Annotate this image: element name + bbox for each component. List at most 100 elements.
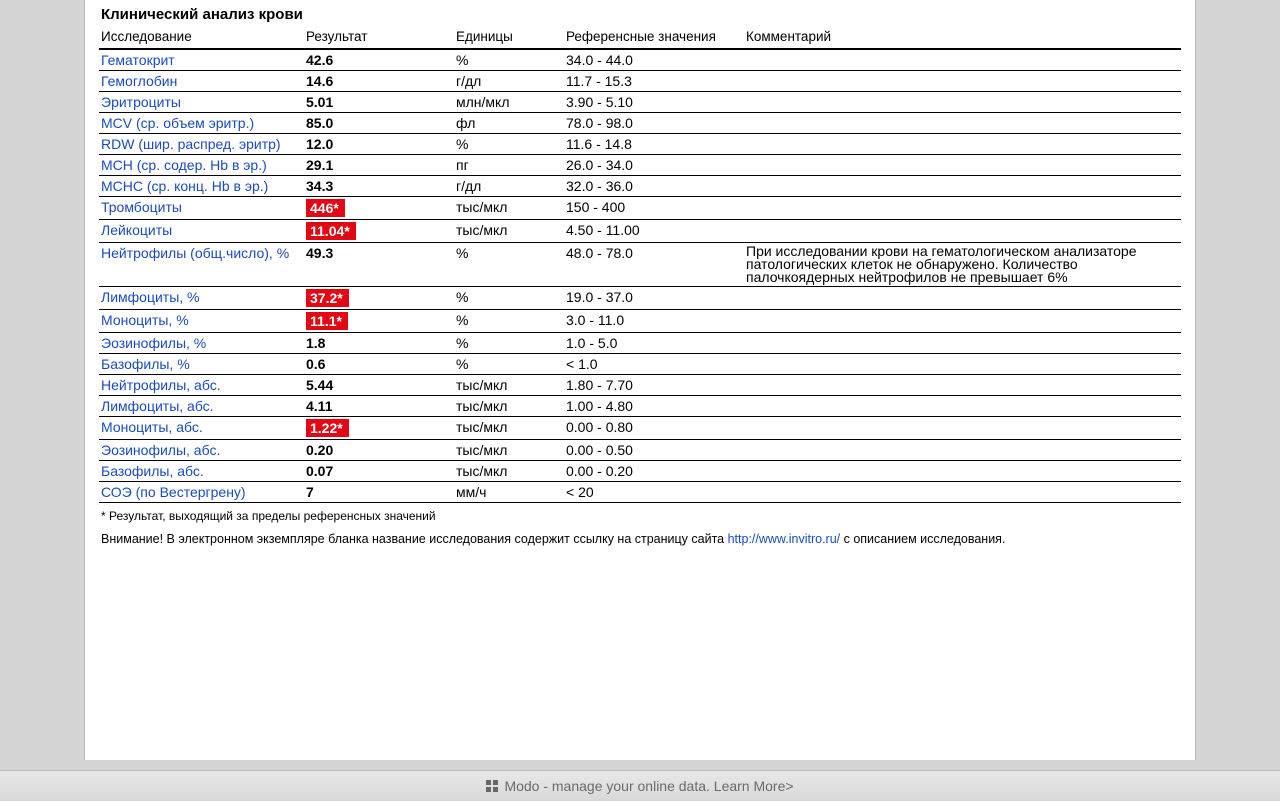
test-name-link[interactable]: MCH (ср. содер. Hb в эр.) — [101, 157, 267, 173]
qr-icon — [486, 780, 498, 792]
units-cell: пг — [454, 155, 564, 176]
table-row: Лимфоциты, абс.4.11тыс/мкл1.00 - 4.80 — [99, 396, 1181, 417]
units-cell: тыс/мкл — [454, 375, 564, 396]
comment-cell — [744, 71, 1181, 92]
test-name-link[interactable]: RDW (шир. распред. эритр) — [101, 136, 281, 152]
col-header-units: Единицы — [454, 27, 564, 49]
result-value: 14.6 — [306, 73, 333, 89]
result-value: 7 — [306, 484, 314, 500]
warning-pre: Внимание! В электронном экземпляре бланк… — [101, 532, 728, 546]
result-value: 5.44 — [306, 377, 333, 393]
bottom-ad-bar[interactable]: Modo - manage your online data. Learn Mo… — [0, 770, 1280, 800]
test-name-link[interactable]: Базофилы, абс. — [101, 463, 204, 479]
footnote-text: * Результат, выходящий за пределы рефере… — [99, 503, 1181, 523]
comment-cell — [744, 176, 1181, 197]
document-page: Клинический анализ крови Исследование Ре… — [84, 0, 1196, 760]
comment-cell — [744, 375, 1181, 396]
reference-cell: 34.0 - 44.0 — [564, 49, 744, 71]
reference-cell: 150 - 400 — [564, 197, 744, 220]
comment-cell — [744, 197, 1181, 220]
table-row: Гемоглобин14.6г/дл11.7 - 15.3 — [99, 71, 1181, 92]
test-name-link[interactable]: MCHC (ср. конц. Hb в эр.) — [101, 178, 268, 194]
col-header-result: Результат — [304, 27, 454, 49]
results-table: Исследование Результат Единицы Референсн… — [99, 27, 1181, 503]
table-row: Тромбоциты446*тыс/мкл150 - 400 — [99, 197, 1181, 220]
comment-cell — [744, 417, 1181, 440]
test-name-link[interactable]: Эритроциты — [101, 94, 181, 110]
reference-cell: 32.0 - 36.0 — [564, 176, 744, 197]
result-value: 85.0 — [306, 115, 333, 131]
table-row: Базофилы, %0.6%< 1.0 — [99, 354, 1181, 375]
units-cell: тыс/мкл — [454, 197, 564, 220]
table-row: Гематокрит 42.6%34.0 - 44.0 — [99, 49, 1181, 71]
test-name-link[interactable]: Моноциты, % — [101, 312, 189, 328]
comment-cell — [744, 310, 1181, 333]
units-cell: мм/ч — [454, 482, 564, 503]
reference-cell: 0.00 - 0.20 — [564, 461, 744, 482]
table-row: Эозинофилы, %1.8%1.0 - 5.0 — [99, 333, 1181, 354]
units-cell: г/дл — [454, 71, 564, 92]
reference-cell: 0.00 - 0.80 — [564, 417, 744, 440]
result-value: 42.6 — [306, 52, 333, 68]
units-cell: тыс/мкл — [454, 440, 564, 461]
comment-cell — [744, 155, 1181, 176]
units-cell: тыс/мкл — [454, 461, 564, 482]
test-name-link[interactable]: Лимфоциты, абс. — [101, 398, 214, 414]
reference-cell: 78.0 - 98.0 — [564, 113, 744, 134]
test-name-link[interactable]: Нейтрофилы, абс. — [101, 377, 221, 393]
reference-cell: < 20 — [564, 482, 744, 503]
comment-cell: При исследовании крови на гематологическ… — [744, 243, 1181, 287]
units-cell: % — [454, 287, 564, 310]
test-name-link[interactable]: СОЭ (по Вестергрену) — [101, 484, 246, 500]
reference-cell: 48.0 - 78.0 — [564, 243, 744, 287]
result-value: 4.11 — [306, 398, 332, 414]
warning-post: с описанием исследования. — [840, 532, 1005, 546]
units-cell: г/дл — [454, 176, 564, 197]
comment-cell — [744, 49, 1181, 71]
table-header-row: Исследование Результат Единицы Референсн… — [99, 27, 1181, 49]
result-value: 34.3 — [306, 178, 333, 194]
result-value: 11.1* — [306, 312, 348, 330]
comment-cell — [744, 440, 1181, 461]
test-name-link[interactable]: Базофилы, % — [101, 356, 190, 372]
reference-cell: 1.0 - 5.0 — [564, 333, 744, 354]
reference-cell: 1.00 - 4.80 — [564, 396, 744, 417]
document-title: Клинический анализ крови — [99, 4, 1181, 27]
bottom-bar-text: Modo - manage your online data. Learn Mo… — [504, 778, 793, 794]
table-row: Эозинофилы, абс.0.20тыс/мкл0.00 - 0.50 — [99, 440, 1181, 461]
test-name-link[interactable]: Моноциты, абс. — [101, 419, 203, 435]
test-name-link[interactable]: MCV (ср. объем эритр.) — [101, 115, 254, 131]
table-row: Лейкоциты11.04*тыс/мкл4.50 - 11.00 — [99, 220, 1181, 243]
test-name-link[interactable]: Лимфоциты, % — [101, 289, 199, 305]
result-value: 1.22* — [306, 419, 349, 437]
table-row: RDW (шир. распред. эритр)12.0%11.6 - 14.… — [99, 134, 1181, 155]
test-name-link[interactable]: Нейтрофилы (общ.число), % — [101, 245, 289, 261]
comment-cell — [744, 333, 1181, 354]
units-cell: тыс/мкл — [454, 417, 564, 440]
test-name-link[interactable]: Тромбоциты — [101, 199, 182, 215]
units-cell: фл — [454, 113, 564, 134]
result-value: 12.0 — [306, 136, 333, 152]
comment-cell — [744, 220, 1181, 243]
table-row: MCHC (ср. конц. Hb в эр.) 34.3 г/дл32.0 - … — [99, 176, 1181, 197]
reference-cell: 4.50 - 11.00 — [564, 220, 744, 243]
reference-cell: < 1.0 — [564, 354, 744, 375]
comment-cell — [744, 354, 1181, 375]
units-cell: млн/мкл — [454, 92, 564, 113]
test-name-link[interactable]: Эозинофилы, абс. — [101, 442, 220, 458]
test-name-link[interactable]: Гемоглобин — [101, 73, 177, 89]
units-cell: % — [454, 49, 564, 71]
reference-cell: 3.0 - 11.0 — [564, 310, 744, 333]
comment-cell — [744, 113, 1181, 134]
col-header-ref: Референсные значения — [564, 27, 744, 49]
test-name-link[interactable]: Эозинофилы, % — [101, 335, 206, 351]
result-value: 37.2* — [306, 289, 349, 307]
table-row: Моноциты, %11.1*%3.0 - 11.0 — [99, 310, 1181, 333]
comment-cell — [744, 461, 1181, 482]
reference-cell: 3.90 - 5.10 — [564, 92, 744, 113]
test-name-link[interactable]: Гематокрит — [101, 52, 175, 68]
table-row: MCV (ср. объем эритр.) 85.0 фл78.0 - 98.0 — [99, 113, 1181, 134]
warning-link[interactable]: http://www.invitro.ru/ — [728, 532, 841, 546]
test-name-link[interactable]: Лейкоциты — [101, 222, 172, 238]
table-row: Нейтрофилы (общ.число), %49.3%48.0 - 78.… — [99, 243, 1181, 287]
